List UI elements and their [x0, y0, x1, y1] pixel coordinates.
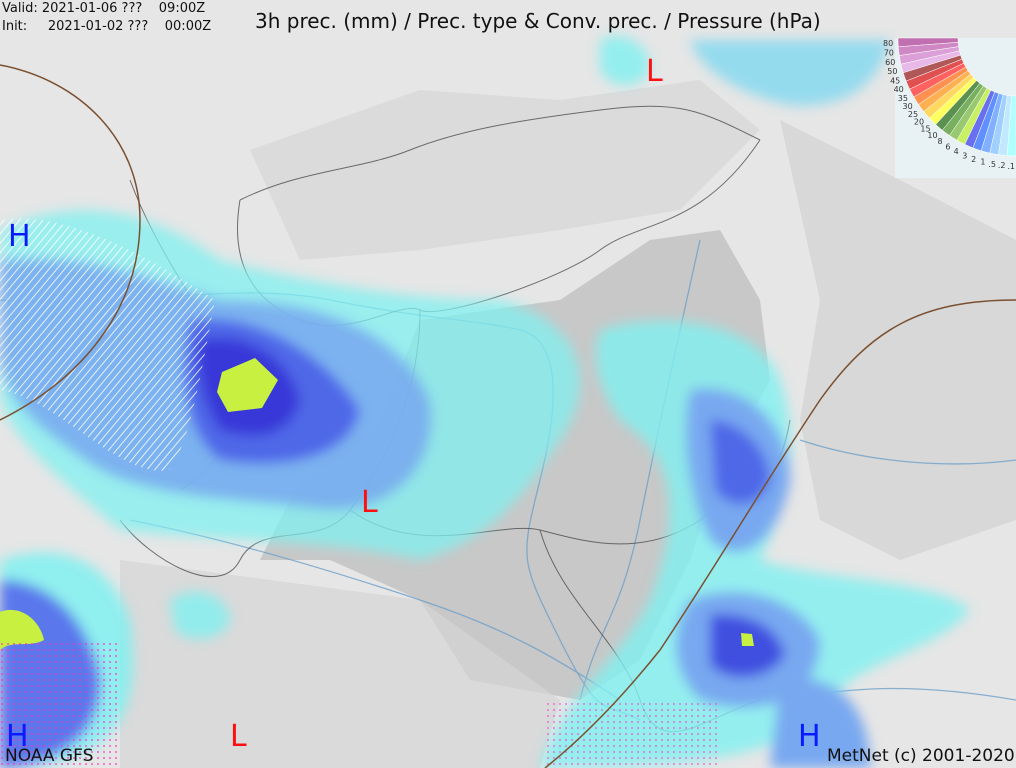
low-pressure-label: L: [361, 485, 378, 520]
legend-swatch: [1006, 95, 1016, 157]
high-pressure-label: H: [8, 219, 31, 254]
legend-label: 60: [885, 58, 895, 67]
high-pressure-label: H: [798, 719, 821, 754]
source-label: NOAA GFS: [5, 746, 94, 766]
legend-label: 3: [962, 151, 967, 160]
valid-date: 2021-01-06 ???: [41, 1, 143, 16]
init-time: 00:00Z: [164, 19, 212, 34]
legend-label: .5: [988, 160, 996, 169]
legend-label: 50: [887, 67, 897, 76]
precip-max-east: [741, 633, 754, 646]
snow-hatch-area: [0, 218, 215, 471]
mountains-north: [250, 80, 760, 260]
high-pressure-label: H: [6, 719, 29, 754]
precip-max-center: [217, 358, 278, 412]
convective-dots-south: [545, 700, 720, 768]
init-label: Init:: [2, 19, 28, 34]
legend-label: .2: [998, 161, 1006, 170]
map-title: 3h prec. (mm) / Prec. type & Conv. prec.…: [255, 9, 821, 33]
legend-label: 15: [920, 125, 930, 134]
legend-label: 1: [980, 158, 985, 167]
init-line: Init: 2021-01-02 ??? 00:00Z: [2, 19, 211, 34]
legend-label: 8: [937, 137, 942, 146]
legend-label: 45: [890, 76, 900, 85]
isobars: [0, 64, 1016, 768]
legend-label: 25: [908, 110, 918, 119]
legend-label: 20: [914, 117, 924, 126]
legend-label: 80: [883, 39, 893, 48]
valid-label: Valid:: [2, 1, 38, 16]
low-pressure-label: L: [230, 719, 247, 754]
legend-label: 4: [954, 147, 959, 156]
init-date: 2021-01-02 ???: [47, 19, 149, 34]
legend-label: 30: [903, 102, 913, 111]
legend-label: 10: [927, 131, 937, 140]
legend-label: 40: [894, 85, 904, 94]
valid-line: Valid: 2021-01-06 ??? 09:00Z: [2, 1, 205, 16]
legend-label: 6: [945, 142, 950, 151]
legend-label: 2: [971, 155, 976, 164]
legend-label: 70: [884, 48, 894, 57]
copyright-label: MetNet (c) 2001-2020: [827, 746, 1015, 766]
legend-label: .1: [1007, 162, 1015, 171]
convective-dots-west: [0, 640, 120, 768]
precip-max-west: [0, 609, 44, 650]
low-pressure-label: L: [646, 54, 663, 89]
valid-time: 09:00Z: [158, 1, 206, 16]
mountains-south: [120, 560, 560, 768]
mountains-east: [780, 120, 1016, 560]
legend-label: 35: [898, 94, 908, 103]
